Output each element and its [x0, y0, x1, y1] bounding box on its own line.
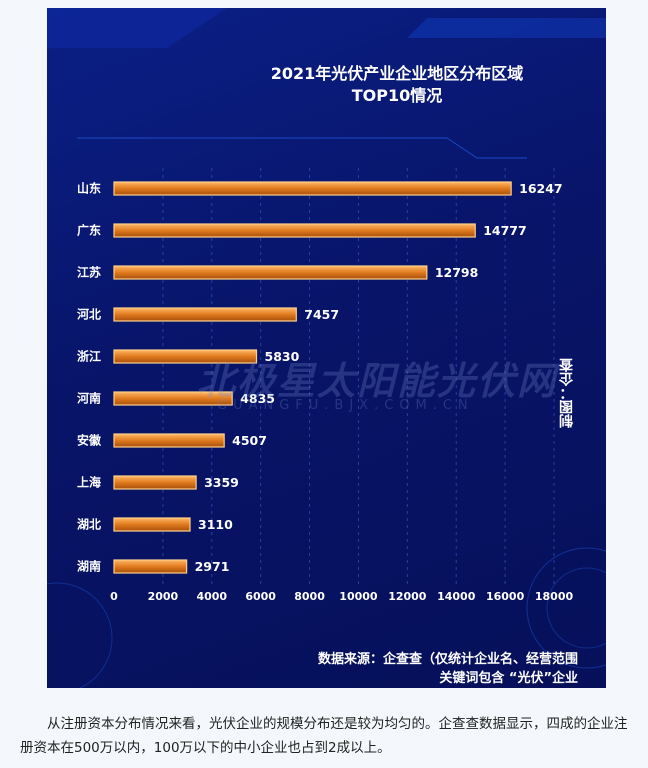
x-tick-label: 8000 [294, 590, 325, 603]
decor-lines [47, 8, 606, 688]
bar [113, 559, 188, 574]
x-tick-label: 16000 [486, 590, 525, 603]
value-label: 3359 [204, 475, 239, 490]
watermark-text: 北极星太阳能光伏网 [197, 359, 558, 403]
category-label: 湖南 [77, 559, 101, 574]
bar [113, 307, 297, 322]
x-tick-label: 4000 [196, 590, 227, 603]
value-label: 4835 [240, 391, 275, 406]
bar [113, 349, 258, 364]
bar [113, 181, 512, 196]
bar-chart: 0 2000 4000 6000 8000 10000 12000 14000 16000 180… [47, 8, 606, 688]
category-label: 山东 [77, 181, 101, 196]
bar [113, 475, 197, 490]
chart-subtitle: TOP10情况 [351, 86, 443, 105]
bar [113, 391, 233, 406]
bar [113, 223, 476, 238]
category-label: 河南 [76, 391, 101, 406]
x-tick-label: 18000 [535, 590, 574, 603]
grid-lines: 0 2000 4000 6000 8000 10000 12000 14000 16000 180… [110, 168, 573, 603]
x-tick-label: 10000 [339, 590, 378, 603]
category-label: 广东 [77, 223, 101, 238]
x-tick-label: 0 [110, 590, 118, 603]
bars: 山东 16247 广东 14777 江苏 12798 河北 7457 浙江 5830 河南 4835 安… [76, 181, 563, 575]
category-label: 河北 [76, 307, 101, 322]
chart-credit: 制图：企查 [559, 358, 575, 428]
x-tick-label: 12000 [388, 590, 427, 603]
category-label: 浙江 [77, 349, 101, 364]
category-label: 安徽 [77, 433, 102, 448]
x-tick-label: 2000 [148, 590, 179, 603]
chart-title: 2021年光伏产业企业地区分布区域 [270, 64, 524, 83]
category-label: 江苏 [77, 265, 101, 280]
watermark-url: GUANGFU.BJX.COM.CN [217, 398, 474, 413]
value-label: 7457 [304, 307, 339, 322]
bar [113, 265, 428, 280]
bar [113, 433, 225, 448]
category-label: 湖北 [77, 517, 101, 532]
article-paragraph: 从注册资本分布情况来看，光伏企业的规模分布还是较为均匀的。企查查数据显示，四成的… [20, 716, 628, 756]
value-label: 16247 [519, 181, 563, 196]
value-label: 3110 [198, 517, 233, 532]
source-note-line1: 数据来源：企查查（仅统计企业名、经营范围 [317, 652, 578, 667]
value-label: 4507 [232, 433, 267, 448]
value-label: 2971 [195, 559, 230, 574]
value-label: 14777 [483, 223, 527, 238]
category-label: 上海 [77, 475, 101, 490]
value-label: 12798 [435, 265, 479, 280]
source-note-line2: 关键词包含 “光伏”企业 [439, 671, 578, 686]
bar [113, 517, 191, 532]
x-tick-label: 14000 [437, 590, 476, 603]
chart-panel: 0 2000 4000 6000 8000 10000 12000 14000 16000 180… [47, 8, 606, 688]
value-label: 5830 [265, 349, 300, 364]
x-tick-label: 6000 [245, 590, 276, 603]
